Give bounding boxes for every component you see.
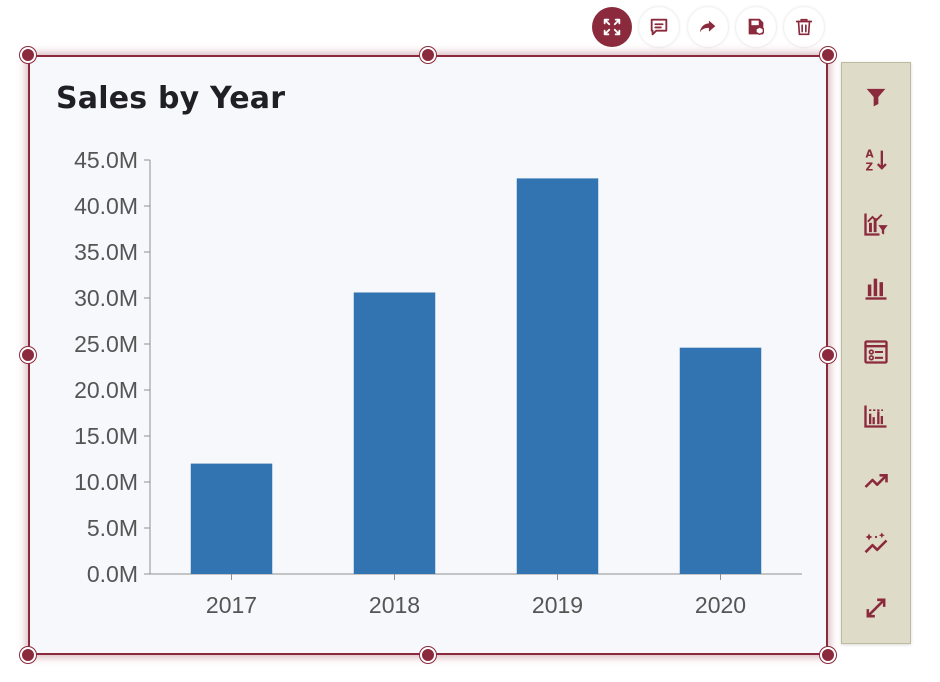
chart-title: Sales by Year	[56, 81, 286, 116]
visual-side-toolbar: A Z	[841, 62, 911, 644]
resize-handle-bottom-right[interactable]	[820, 647, 836, 663]
bar	[516, 178, 599, 574]
legend-button[interactable]	[860, 336, 892, 368]
bar	[353, 292, 436, 574]
svg-text:A: A	[866, 149, 875, 161]
share-button[interactable]	[688, 7, 728, 47]
focus-mode-button[interactable]	[592, 7, 632, 47]
trend-line-button[interactable]	[860, 464, 892, 496]
y-tick-label: 15.0M	[74, 423, 138, 449]
resize-handle-right[interactable]	[820, 347, 836, 363]
resize-handle-bottom-left[interactable]	[20, 647, 36, 663]
resize-icon	[866, 598, 886, 618]
grouped-bars-button[interactable]	[860, 400, 892, 432]
resize-handle-top[interactable]	[420, 47, 436, 63]
chart-filter-icon	[864, 213, 888, 236]
y-tick-label: 5.0M	[87, 515, 138, 541]
y-tick-label: 20.0M	[74, 377, 138, 403]
resize-handle-top-right[interactable]	[820, 47, 836, 63]
bar-chart: 0.0M 5.0M 10.0M 15.0M 20.0M 25.0M 30.0M 35.0M 40…	[74, 147, 802, 618]
sort-button[interactable]: A Z	[860, 144, 892, 176]
y-tick-label: 40.0M	[74, 193, 138, 219]
trend-line-icon	[864, 474, 888, 488]
smart-insights-button[interactable]	[860, 528, 892, 560]
y-tick-label: 45.0M	[74, 147, 138, 173]
comment-button[interactable]	[639, 7, 679, 47]
filter-icon	[866, 88, 886, 107]
chart-visual[interactable]: Sales by Year 0.0M 5.0M 10.0M 15.0M 20.0M 25.…	[28, 55, 828, 655]
chart-filter-button[interactable]	[860, 208, 892, 240]
y-tick-label: 0.0M	[87, 561, 138, 587]
y-tick-label: 10.0M	[74, 469, 138, 495]
trash-icon	[795, 18, 813, 36]
sort-az-icon: A Z	[866, 149, 887, 174]
legend-icon	[864, 340, 888, 364]
x-tick-label: 2020	[695, 592, 746, 618]
bar-chart-icon	[865, 278, 887, 300]
y-tick-label: 35.0M	[74, 239, 138, 265]
resize-handle-bottom[interactable]	[420, 647, 436, 663]
expand-icon	[603, 18, 621, 36]
bar	[679, 347, 762, 574]
save-button[interactable]	[736, 7, 776, 47]
y-tick-label: 30.0M	[74, 285, 138, 311]
y-tick-label: 25.0M	[74, 331, 138, 357]
filter-button[interactable]	[860, 81, 892, 113]
grouped-bars-icon	[864, 405, 887, 428]
delete-button[interactable]	[784, 7, 824, 47]
comment-icon	[650, 18, 668, 36]
share-icon	[699, 20, 716, 33]
x-tick-label: 2017	[206, 592, 257, 618]
x-tick-label: 2018	[369, 592, 420, 618]
x-tick-label: 2019	[532, 592, 583, 618]
resize-visual-button[interactable]	[860, 592, 892, 624]
save-icon	[748, 18, 765, 36]
svg-text:Z: Z	[866, 162, 874, 174]
smart-trend-icon	[864, 532, 888, 554]
chart-type-button[interactable]	[860, 272, 892, 304]
bar	[190, 463, 273, 574]
resize-handle-left[interactable]	[20, 347, 36, 363]
resize-handle-top-left[interactable]	[20, 47, 36, 63]
